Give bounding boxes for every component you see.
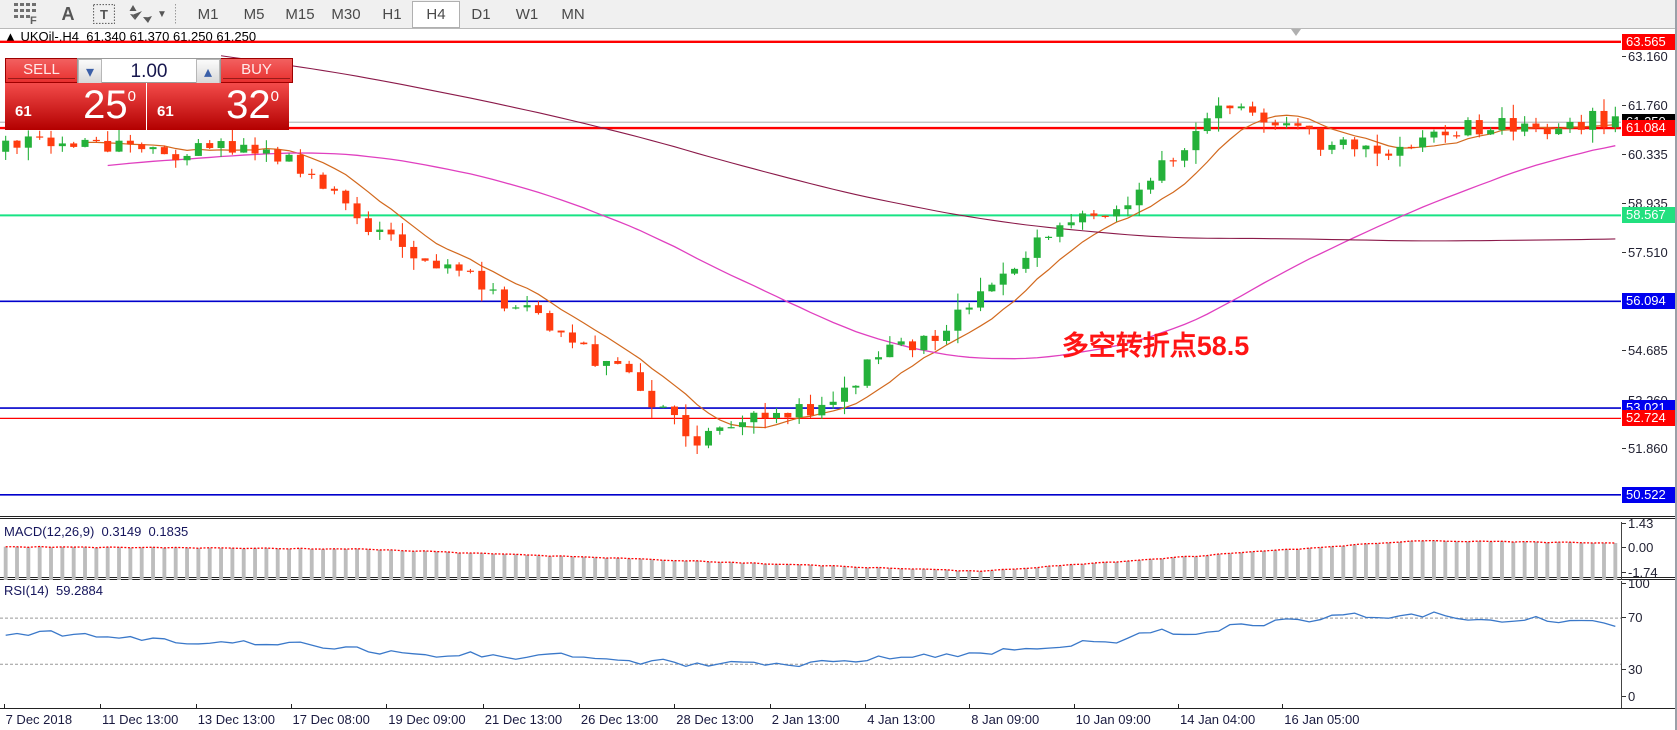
svg-text:多空转折点58.5: 多空转折点58.5: [1062, 330, 1250, 361]
svg-text:F: F: [30, 15, 37, 25]
svg-text:T: T: [100, 7, 108, 22]
